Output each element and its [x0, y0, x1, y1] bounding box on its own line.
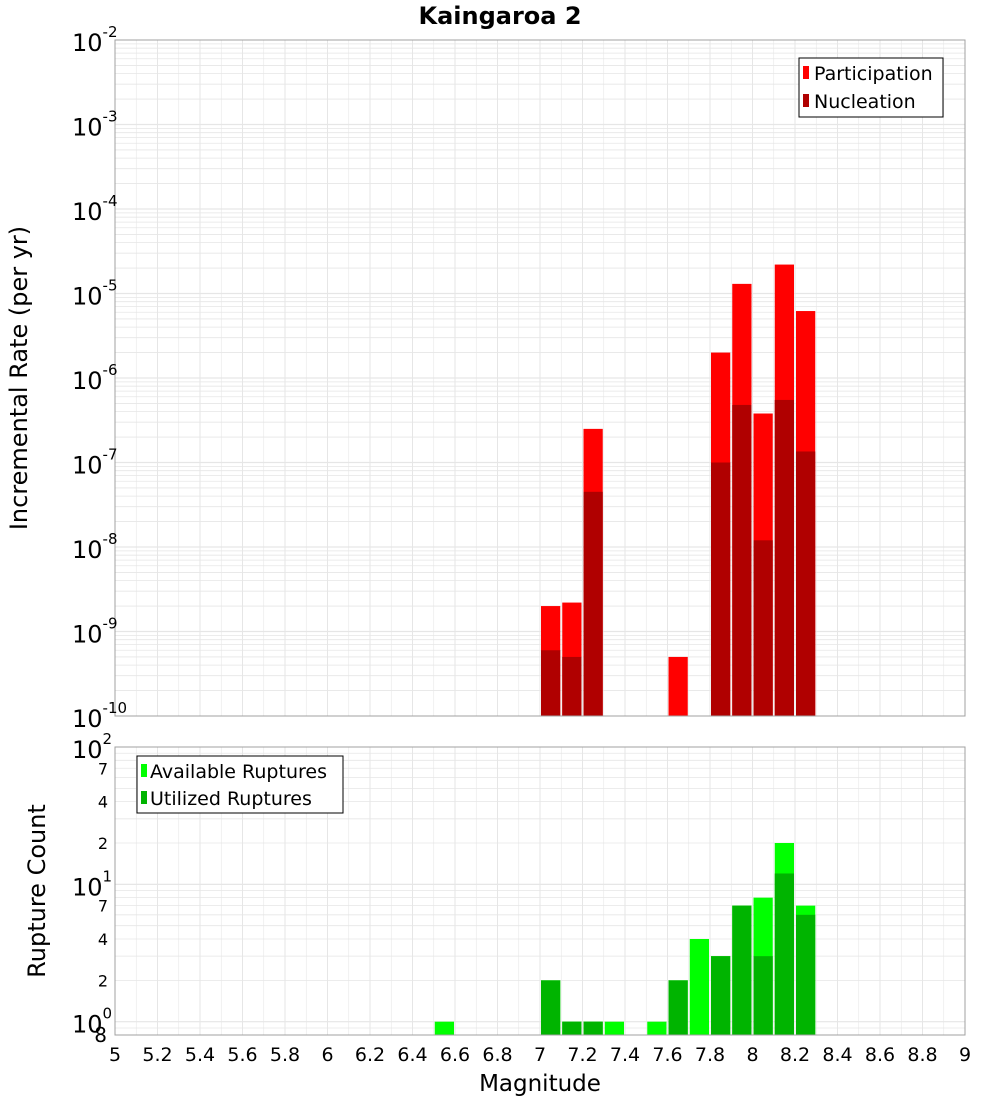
rate-y-tick-label: 10-7 [72, 446, 118, 480]
count-y-bottom-label: 8 [94, 1023, 107, 1047]
utilized-legend-swatch [141, 791, 147, 804]
rate-panel: 10-10 10-9 10-8 10-7 10-6 10-5 10-4 10-3 10-2 In… [5, 23, 966, 733]
x-tick-labels: 5 5.2 5.4 5.6 5.8 6 6.2 6.4 6.6 6.8 7 7.2 7.4 7.6 7.8 8… [109, 1044, 971, 1066]
count-y-axis-label: Rupture Count [23, 804, 51, 978]
count-panel: 100 101 102 2 4 7 2 4 7 8 5 5.2 5.4 5.6 5.8 6 6.2 6.4 6.… [23, 730, 971, 1097]
utilized-legend-label: Utilized Ruptures [150, 788, 312, 810]
x-axis-label: Magnitude [479, 1071, 601, 1097]
x-tick-label: 9 [959, 1044, 971, 1066]
rate-y-tick-label: 10-5 [72, 277, 118, 311]
count-y-tick-major: 102 [72, 730, 112, 764]
count-bar-extra-8.25 [796, 914, 816, 1035]
count-y-tick-minor: 4 [98, 930, 108, 949]
count-bar-utilized-ruptures-7.85 [711, 956, 731, 1035]
x-tick-label: 7 [534, 1044, 546, 1066]
rate-y-tick-label: 10-10 [72, 699, 127, 733]
x-tick-label: 7.4 [610, 1044, 640, 1066]
count-plot-frame [114, 746, 966, 1036]
x-tick-label: 7.2 [567, 1044, 597, 1066]
x-tick-label: 5.4 [185, 1044, 215, 1066]
count-bar-available-ruptures-6.55 [434, 1021, 454, 1035]
x-tick-label: 5.6 [227, 1044, 257, 1066]
count-legend-box [136, 755, 344, 814]
rate-gridlines [115, 40, 965, 716]
count-y-tick-labels: 100 101 102 2 4 7 2 4 7 [72, 730, 112, 1039]
rate-bar-participation-7.65 [668, 656, 688, 716]
rate-bar-nucleation-7.15 [562, 656, 582, 716]
count-bar-utilized-ruptures-7.25 [583, 1021, 603, 1035]
nucleation-legend-swatch [803, 94, 809, 107]
count-bars [434, 843, 816, 1035]
count-y-tick-major: 101 [72, 867, 112, 901]
x-tick-label: 7.6 [652, 1044, 682, 1066]
count-gridlines [115, 747, 965, 1035]
x-tick-label: 7.8 [695, 1044, 725, 1066]
rate-y-tick-label: 10-9 [72, 615, 118, 649]
rate-bar-nucleation-8.25 [796, 451, 816, 716]
count-y-tick-minor: 2 [98, 971, 108, 990]
rate-y-tick-label: 10-4 [72, 192, 118, 226]
count-legend: Available Ruptures Utilized Ruptures [136, 755, 344, 814]
rate-y-axis-label: Incremental Rate (per yr) [5, 226, 33, 530]
count-bar-utilized-ruptures-7.05 [541, 980, 561, 1035]
x-tick-label: 6.4 [397, 1044, 427, 1066]
x-tick-label: 8 [746, 1044, 758, 1066]
count-bar-utilized-ruptures-7.95 [732, 905, 752, 1035]
participation-legend-label: Participation [814, 63, 933, 85]
rate-bar-nucleation-8.05 [753, 540, 773, 716]
available-legend-label: Available Ruptures [150, 761, 327, 783]
x-tick-label: 8.2 [780, 1044, 810, 1066]
rate-bar-nucleation-7.25 [583, 491, 603, 716]
count-y-tick-minor: 7 [98, 897, 108, 916]
count-bar-utilized-ruptures-7.15 [562, 1021, 582, 1035]
rate-bar-nucleation-7.85 [711, 462, 731, 716]
rate-bar-nucleation-8.15 [774, 399, 794, 716]
x-tick-label: 6 [321, 1044, 333, 1066]
rate-y-tick-label: 10-3 [72, 108, 118, 142]
count-y-tick-minor: 4 [98, 793, 108, 812]
count-bar-available-ruptures-7.55 [647, 1021, 667, 1035]
x-tick-label: 5.8 [270, 1044, 300, 1066]
x-tick-label: 6.8 [482, 1044, 512, 1066]
x-tick-label: 8.8 [907, 1044, 937, 1066]
rate-y-tick-label: 10-2 [72, 23, 118, 57]
x-tick-label: 8.4 [822, 1044, 852, 1066]
x-tick-label: 5 [109, 1044, 121, 1066]
x-tick-label: 8.6 [865, 1044, 895, 1066]
participation-legend-swatch [803, 66, 809, 79]
available-legend-swatch [141, 764, 147, 777]
x-tick-label: 5.2 [142, 1044, 172, 1066]
rate-legend-box [798, 57, 944, 118]
count-y-tick-major: 100 [72, 1005, 112, 1039]
nucleation-legend-label: Nucleation [814, 91, 916, 113]
rate-y-tick-label: 10-6 [72, 361, 118, 395]
count-bar-utilized-ruptures-8.05 [753, 956, 773, 1035]
rate-bar-nucleation-7.95 [732, 404, 752, 716]
count-bar-available-ruptures-7.35 [604, 1021, 624, 1035]
count-y-tick-minor: 7 [98, 759, 108, 778]
rate-bar-nucleation-7.05 [541, 650, 561, 716]
x-tick-label: 6.2 [355, 1044, 385, 1066]
rate-y-tick-labels: 10-10 10-9 10-8 10-7 10-6 10-5 10-4 10-3 10-2 [72, 23, 127, 733]
x-tick-label: 6.6 [440, 1044, 470, 1066]
count-y-tick-minor: 2 [98, 834, 108, 853]
rate-plot-frame [114, 39, 966, 717]
rate-legend: Participation Nucleation [798, 57, 944, 118]
rate-y-tick-label: 10-8 [72, 530, 118, 564]
count-bar-utilized-ruptures-8.15 [774, 873, 794, 1035]
rate-bars [541, 264, 816, 716]
count-bar-utilized-ruptures-7.65 [668, 980, 688, 1035]
chart-title: Kaingaroa 2 [418, 2, 581, 30]
count-bar-available-ruptures-7.75 [689, 939, 709, 1035]
